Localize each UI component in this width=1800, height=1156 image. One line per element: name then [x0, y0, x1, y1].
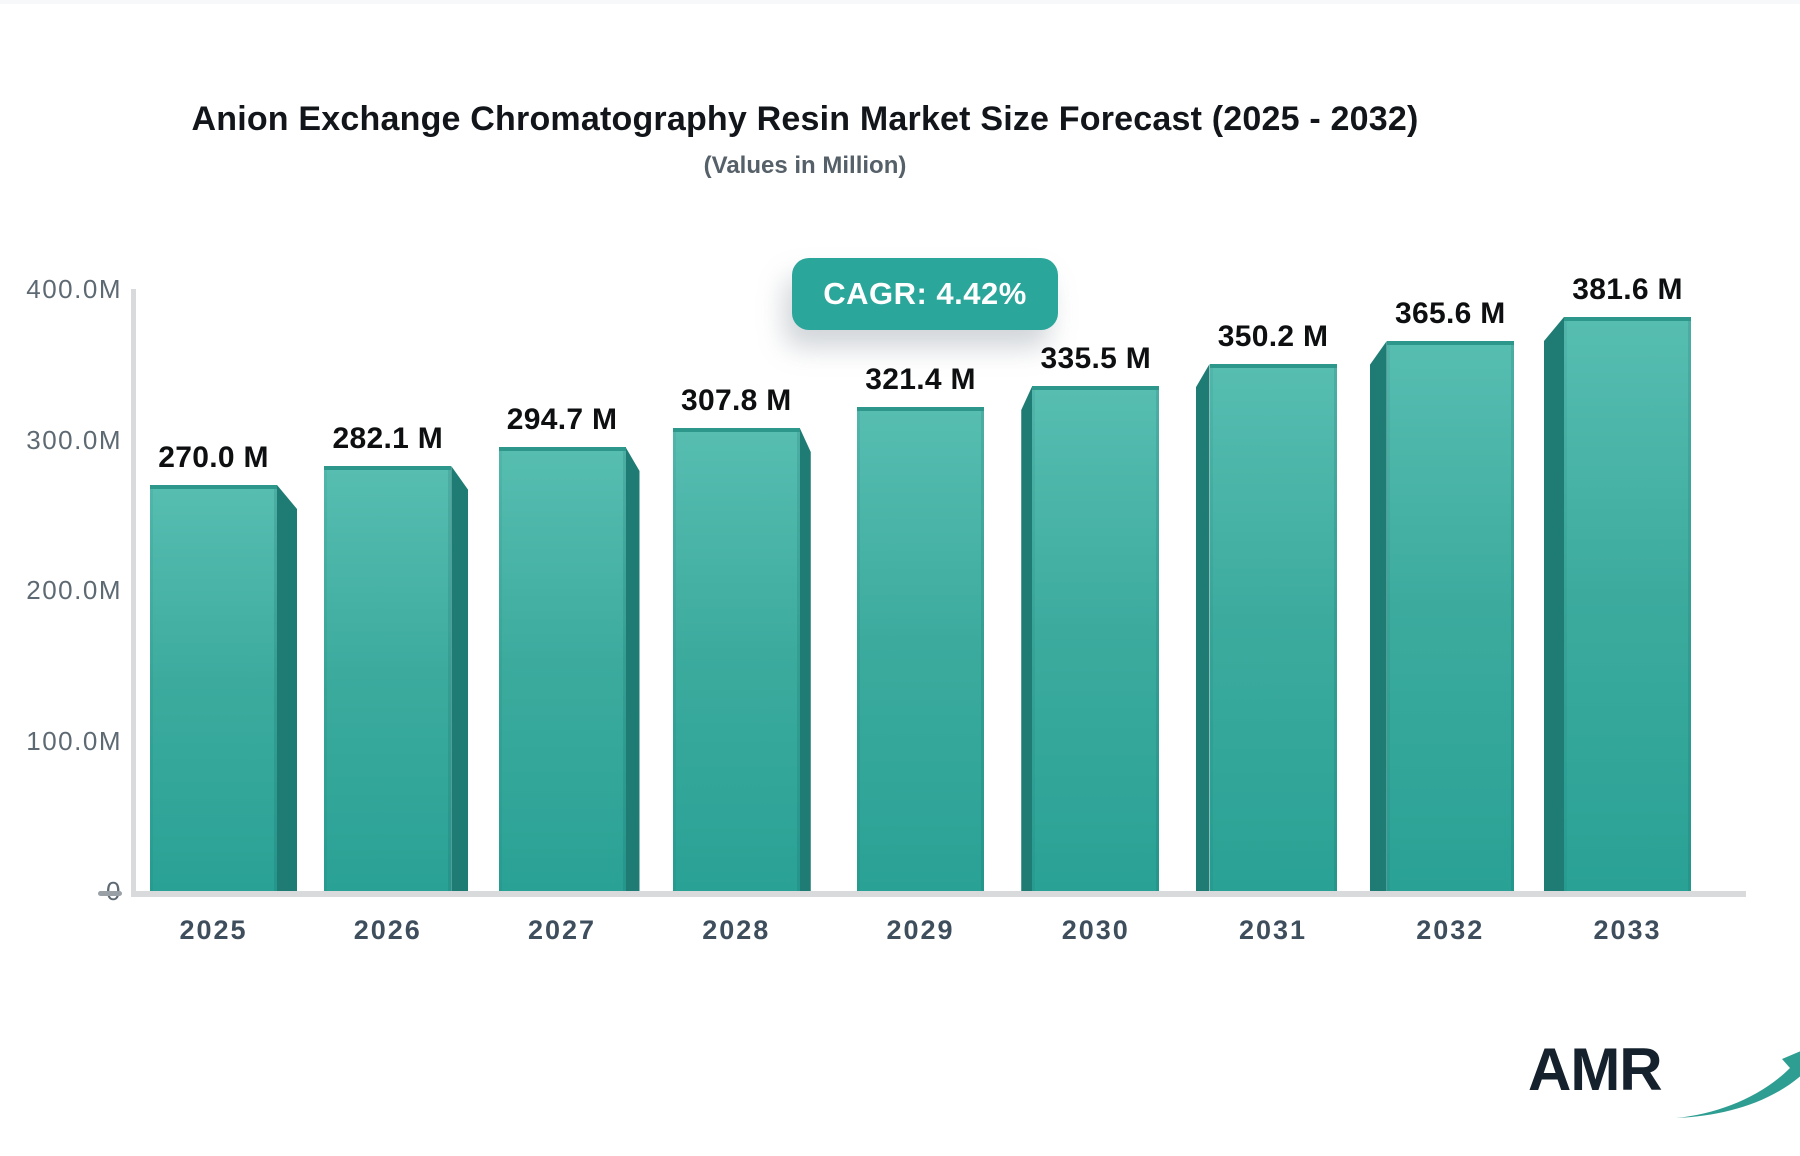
y-axis-line: [131, 289, 136, 897]
x-axis-tick-label: 2028: [702, 915, 771, 945]
bar-value-label: 381.6 M: [1572, 273, 1683, 306]
x-axis-tick-label: 2027: [527, 915, 597, 945]
bar-value-label: 294.7 M: [506, 403, 618, 436]
bar-3d-side-2025: [277, 485, 297, 891]
cagr-badge: CAGR: 4.42%: [792, 258, 1058, 330]
bar-3d-side-2026: [451, 466, 469, 891]
x-axis-tick-label: 2025: [179, 915, 248, 945]
bar-value-label: 270.0 M: [158, 441, 269, 474]
bar-2030[interactable]: [1032, 386, 1160, 891]
bar-2032[interactable]: [1386, 341, 1514, 891]
bar-2028[interactable]: [672, 428, 800, 891]
bar-2026[interactable]: [324, 466, 452, 891]
bar-2031[interactable]: [1209, 364, 1337, 891]
y-axis-tick-label: 400.0M: [26, 274, 122, 304]
bar-2025[interactable]: [150, 485, 277, 891]
y-axis-tick-label: 200.0M: [26, 575, 122, 605]
bar-value-label: 335.5 M: [1040, 342, 1151, 375]
bar-2029[interactable]: [857, 407, 984, 891]
bar-3d-side-2032: [1369, 341, 1387, 891]
bar-2033[interactable]: [1564, 317, 1691, 891]
x-axis-baseline: [131, 891, 1746, 897]
x-axis-tick-label: 2032: [1416, 915, 1485, 945]
bar-value-label: 282.1 M: [332, 422, 443, 455]
x-axis-tick-label: 2030: [1061, 915, 1130, 945]
x-axis-tick-label: 2031: [1238, 915, 1308, 945]
bar-3d-side-2033: [1544, 317, 1564, 891]
bar-value-label: 321.4 M: [865, 363, 976, 396]
bar-3d-side-2028: [799, 428, 811, 891]
bar-3d-side-2027: [625, 447, 640, 891]
bar-value-label: 365.6 M: [1395, 297, 1506, 330]
chart-subtitle: (Values in Million): [703, 152, 907, 179]
chart-title: Anion Exchange Chromatography Resin Mark…: [191, 100, 1419, 138]
bar-3d-side-2031: [1195, 364, 1210, 891]
bar-2027[interactable]: [498, 447, 626, 891]
bar-value-label: 350.2 M: [1217, 320, 1329, 353]
bar-value-label: 307.8 M: [681, 384, 792, 417]
bar-3d-side-2030: [1021, 386, 1033, 891]
growth-arrow-icon: [1674, 1026, 1800, 1131]
zero-tick-mark: [98, 891, 122, 896]
y-axis-tick-label: 300.0M: [26, 424, 122, 455]
y-axis-tick-label: 100.0M: [26, 725, 122, 756]
x-axis-tick-label: 2026: [353, 915, 422, 945]
x-axis-tick-label: 2033: [1593, 915, 1662, 945]
x-axis-tick-label: 2029: [886, 915, 955, 945]
amr-logo: AMR: [1528, 1036, 1800, 1118]
amr-logo-text: AMR: [1528, 1036, 1663, 1103]
